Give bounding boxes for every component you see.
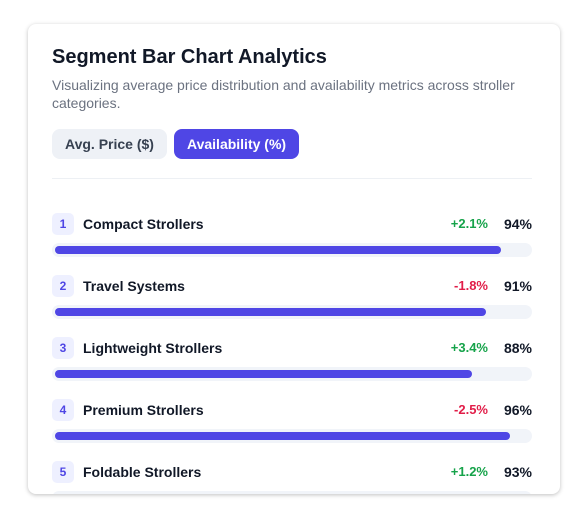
- bar-track: [52, 367, 532, 381]
- bar-track: [52, 429, 532, 443]
- category-label: Premium Strollers: [83, 402, 204, 418]
- value-label: 88%: [503, 340, 532, 356]
- change-label: -2.5%: [454, 402, 488, 417]
- bar: [55, 308, 487, 316]
- bar-track: [52, 243, 532, 257]
- category-label: Lightweight Strollers: [83, 340, 223, 356]
- card: Segment Bar Chart Analytics Visualizing …: [28, 24, 560, 494]
- divider: [52, 178, 532, 179]
- bar-track: [52, 305, 532, 319]
- rank-badge: 3: [52, 337, 74, 359]
- bar: [55, 432, 511, 440]
- rank-badge: 2: [52, 275, 74, 297]
- tab[interactable]: Availability (%): [174, 129, 300, 159]
- bar: [55, 246, 501, 254]
- subtitle: Visualizing average price distribution a…: [52, 77, 515, 111]
- category-label: Compact Strollers: [83, 216, 204, 232]
- rank-badge: 1: [52, 213, 74, 235]
- change-label: -1.8%: [454, 278, 488, 293]
- category-label: Travel Systems: [83, 278, 185, 294]
- change-label: +2.1%: [450, 216, 488, 231]
- bar: [55, 370, 473, 378]
- value-label: 94%: [503, 216, 532, 232]
- rank-badge: 4: [52, 399, 74, 421]
- rank-badge: 5: [52, 461, 74, 483]
- tab[interactable]: Avg. Price ($): [52, 129, 167, 159]
- title: Segment Bar Chart Analytics: [52, 46, 327, 68]
- value-label: 91%: [503, 278, 532, 294]
- value-label: 93%: [503, 464, 532, 480]
- value-label: 96%: [503, 402, 532, 418]
- category-label: Foldable Strollers: [83, 464, 202, 480]
- change-label: +1.2%: [450, 464, 488, 479]
- change-label: +3.4%: [450, 340, 488, 355]
- bar-track: [52, 491, 532, 494]
